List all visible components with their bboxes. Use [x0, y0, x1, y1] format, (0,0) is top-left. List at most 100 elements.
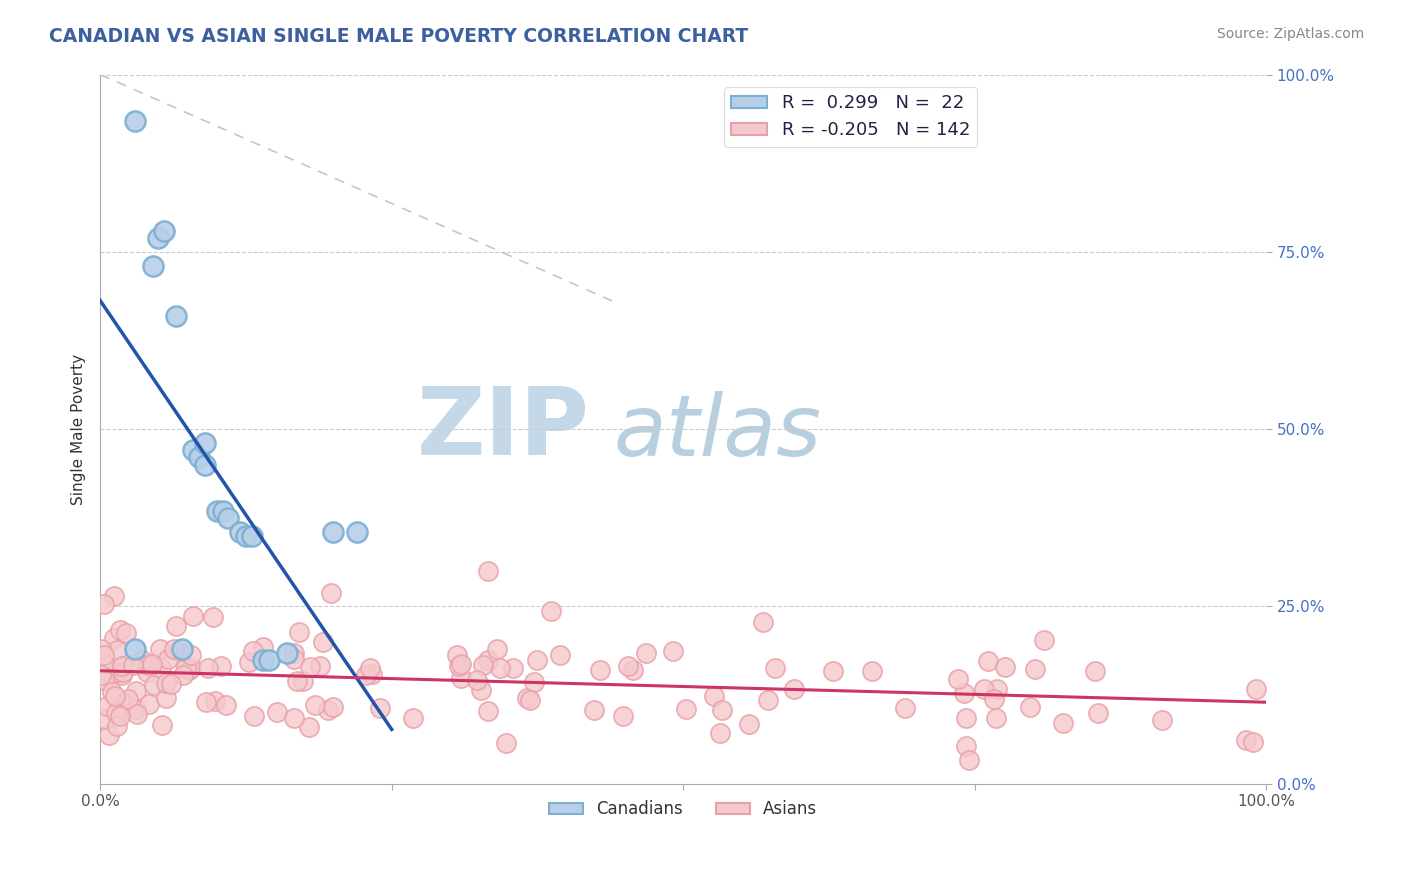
Point [582, 703, 605, 717]
Point [101, 685, 124, 699]
Point [105, 718, 128, 732]
Point [319, 585, 342, 599]
Point [368, 700, 391, 714]
Point [165, 309, 187, 323]
Point [661, 644, 683, 658]
Point [105, 643, 128, 657]
Point [1024, 662, 1046, 676]
Point [149, 642, 172, 657]
Point [1087, 706, 1109, 721]
Point [526, 653, 548, 667]
Point [242, 644, 264, 658]
Point [179, 663, 201, 677]
Point [131, 653, 153, 667]
Point [617, 658, 640, 673]
Point [283, 647, 305, 661]
Point [298, 720, 321, 734]
Point [346, 524, 368, 539]
Point [495, 736, 517, 750]
Point [104, 689, 127, 703]
Point [860, 664, 883, 678]
Point [703, 690, 725, 704]
Point [194, 695, 217, 709]
Point [235, 528, 257, 542]
Point [1234, 733, 1257, 747]
Point [125, 707, 148, 722]
Point [283, 711, 305, 725]
Point [485, 641, 508, 656]
Point [1052, 715, 1074, 730]
Point [709, 726, 731, 740]
Point [96, 698, 118, 713]
Point [1152, 714, 1174, 728]
Point [322, 699, 344, 714]
Point [477, 705, 499, 719]
Point [354, 667, 377, 681]
Point [104, 706, 127, 721]
Point [359, 661, 381, 675]
Point [163, 642, 186, 657]
Point [215, 698, 238, 713]
Point [194, 436, 217, 450]
Point [183, 443, 205, 458]
Point [211, 504, 233, 518]
Point [470, 683, 492, 698]
Point [105, 665, 128, 680]
Point [973, 682, 995, 697]
Point [136, 665, 159, 679]
Point [257, 652, 280, 666]
Point [287, 625, 309, 640]
Point [124, 642, 146, 657]
Point [153, 223, 176, 237]
Point [675, 702, 697, 716]
Point [308, 659, 330, 673]
Point [114, 625, 136, 640]
Point [489, 661, 512, 675]
Point [266, 706, 288, 720]
Point [502, 661, 524, 675]
Point [402, 711, 425, 725]
Point [612, 709, 634, 723]
Point [977, 654, 1000, 668]
Point [166, 644, 188, 658]
Point [201, 610, 224, 624]
Point [752, 615, 775, 629]
Point [111, 659, 134, 673]
Point [710, 703, 733, 717]
Point [117, 692, 139, 706]
Point [103, 631, 125, 645]
Point [141, 657, 163, 671]
Point [240, 528, 263, 542]
Point [1084, 664, 1107, 678]
Point [472, 658, 495, 673]
Point [737, 717, 759, 731]
Point [360, 666, 382, 681]
Point [122, 658, 145, 673]
Point [304, 698, 326, 713]
Text: Source: ZipAtlas.com: Source: ZipAtlas.com [1216, 27, 1364, 41]
Legend: Canadians, Asians: Canadians, Asians [543, 794, 824, 825]
Point [181, 608, 204, 623]
Point [160, 677, 183, 691]
Point [142, 259, 165, 273]
Point [948, 672, 970, 686]
Point [124, 683, 146, 698]
Point [516, 691, 538, 706]
Point [298, 660, 321, 674]
Point [1018, 700, 1040, 714]
Point [465, 673, 488, 688]
Point [155, 676, 177, 690]
Point [205, 504, 228, 518]
Point [90, 668, 112, 682]
Point [316, 703, 339, 717]
Point [238, 656, 260, 670]
Point [90, 641, 112, 656]
Point [523, 675, 546, 690]
Point [292, 674, 315, 689]
Point [110, 705, 132, 719]
Point [283, 651, 305, 665]
Point [93, 673, 115, 687]
Point [446, 648, 468, 662]
Point [165, 619, 187, 633]
Point [180, 648, 202, 662]
